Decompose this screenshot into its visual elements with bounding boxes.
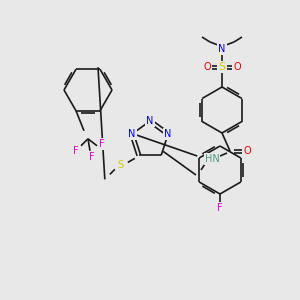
Text: S: S bbox=[118, 160, 124, 170]
Text: HN: HN bbox=[205, 154, 219, 164]
Text: N: N bbox=[128, 129, 136, 139]
Text: F: F bbox=[89, 152, 95, 162]
Text: S: S bbox=[218, 62, 226, 72]
Text: N: N bbox=[164, 129, 172, 139]
Text: N: N bbox=[218, 44, 226, 54]
Text: F: F bbox=[73, 146, 79, 156]
Text: O: O bbox=[243, 146, 251, 156]
Text: F: F bbox=[99, 139, 105, 149]
Text: O: O bbox=[233, 62, 241, 72]
Text: F: F bbox=[217, 203, 223, 213]
Text: O: O bbox=[203, 62, 211, 72]
Text: N: N bbox=[146, 116, 154, 126]
